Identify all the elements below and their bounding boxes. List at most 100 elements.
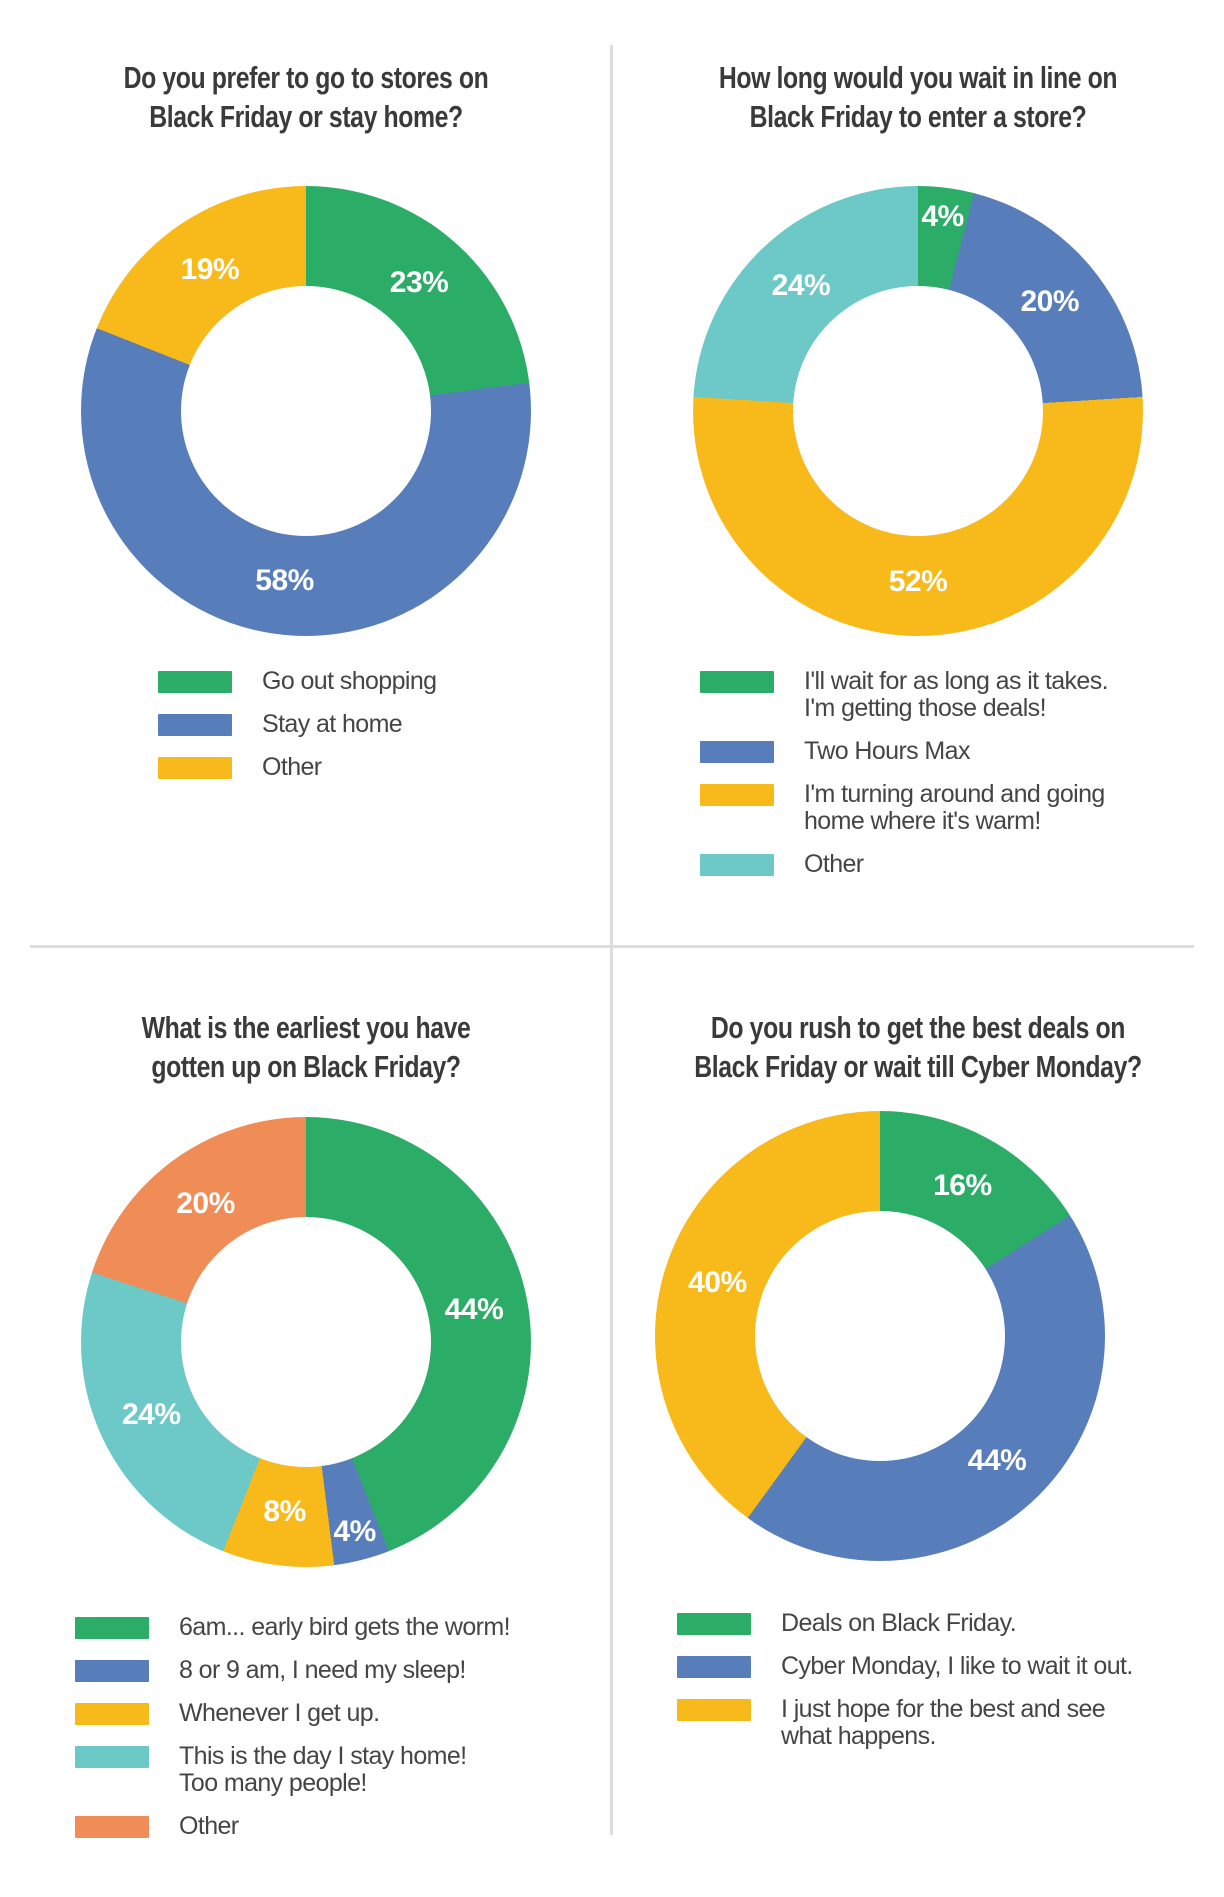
legend-label-line: Whenever I get up. — [179, 1699, 380, 1727]
legend-label: Go out shopping — [262, 667, 437, 695]
legend-swatch — [700, 784, 774, 806]
legend-label: Other — [179, 1813, 239, 1840]
chart-title-line: Black Friday or stay home? — [149, 99, 463, 134]
chart-title: How long would you wait in line on Black… — [673, 58, 1163, 136]
legend-item: Whenever I get up. — [75, 1700, 510, 1727]
legend-item: Stay at home — [158, 711, 436, 738]
slice-value-label: 52% — [888, 565, 948, 598]
slice-value-label: 4% — [333, 1514, 376, 1548]
slice-value-label: 23% — [389, 265, 449, 299]
donut-chart: 23% 58% 19% — [81, 186, 531, 636]
legend-item: Other — [158, 754, 436, 781]
slice-value-label: 19% — [180, 252, 240, 286]
chart-title-line: How long would you wait in line on — [718, 60, 1118, 95]
legend-swatch — [75, 1816, 149, 1838]
donut-chart: 16% 44% 40% — [655, 1111, 1105, 1561]
slice-value-label: 24% — [121, 1397, 181, 1431]
chart-section-wait-in-line: How long would you wait in line on Black… — [612, 0, 1224, 946]
chart-title-line: gotten up on Black Friday? — [151, 1049, 461, 1084]
donut-chart: 44% 4% 8% 24% 20% — [81, 1117, 531, 1567]
chart-title-line: Do you rush to get the best deals on — [710, 1010, 1126, 1045]
legend-item: I'll wait for as long as it takes. I'm ge… — [700, 667, 1109, 722]
legend-item: Two Hours Max — [700, 738, 1108, 765]
donut-chart: 4% 20% 52% 24% — [693, 186, 1143, 636]
legend-label-line: 6am... early bird gets the worm! — [179, 1613, 511, 1641]
legend-swatch — [700, 741, 774, 763]
legend-label-line: Deals on Black Friday. — [781, 1609, 1017, 1637]
legend-item: Deals on Black Friday. — [677, 1610, 1133, 1637]
chart-section-earliest-up: What is the earliest you have gotten up … — [0, 946, 612, 1897]
legend-label-line: Other — [262, 753, 322, 781]
legend-item: 6am... early bird gets the worm! — [75, 1613, 511, 1641]
slice-value-label: 24% — [771, 269, 831, 303]
slice-value-label: 58% — [255, 563, 314, 597]
legend-item: This is the day I stay home! Too many peo… — [75, 1743, 510, 1797]
legend-label-line: 8 or 9 am, I need my sleep! — [179, 1656, 466, 1684]
slice-value-label: 40% — [688, 1266, 747, 1300]
legend-label: Two Hours Max — [804, 738, 970, 765]
legend-swatch — [75, 1746, 149, 1768]
legend-swatch — [158, 714, 232, 736]
legend-label: Stay at home — [262, 710, 403, 738]
chart-legend: Go out shopping Stay at home Other — [158, 667, 437, 797]
legend-swatch — [158, 671, 232, 693]
legend-label: I just hope for the best and see what hap… — [781, 1695, 1106, 1750]
legend-item: Cyber Monday, I like to wait it out. — [677, 1653, 1133, 1680]
legend-swatch — [75, 1617, 149, 1639]
legend-swatch — [700, 854, 774, 876]
slice-value-label: 4% — [921, 199, 964, 233]
legend-label: Other — [804, 851, 864, 878]
legend-label-line: Too many people! — [179, 1769, 367, 1797]
legend-label: Other — [262, 754, 322, 781]
chart-title-line: Do you prefer to go to stores on — [123, 60, 489, 95]
donut-hole — [181, 1217, 431, 1467]
legend-label-line: I just hope for the best and see — [781, 1695, 1106, 1723]
chart-title: Do you prefer to go to stores on Black F… — [61, 58, 551, 136]
slice-value-label: 8% — [263, 1494, 306, 1528]
chart-legend: 6am... early bird gets the worm! 8 or 9 a… — [75, 1613, 511, 1856]
legend-label-line: Stay at home — [262, 710, 403, 738]
legend-item: Other — [75, 1813, 510, 1840]
chart-title-line: Black Friday or wait till Cyber Monday? — [694, 1049, 1142, 1084]
legend-label: This is the day I stay home! Too many peo… — [179, 1743, 467, 1797]
legend-item: I just hope for the best and see what hap… — [677, 1696, 1133, 1750]
slice-value-label: 44% — [967, 1443, 1027, 1477]
legend-label-line: This is the day I stay home! — [179, 1742, 467, 1770]
slice-value-label: 44% — [444, 1292, 504, 1326]
legend-label-line: Other — [179, 1812, 239, 1840]
legend-label: Whenever I get up. — [179, 1699, 380, 1727]
chart-title: Do you rush to get the best deals on Bla… — [673, 1008, 1163, 1086]
chart-legend: Deals on Black Friday. Cyber Monday, I li… — [677, 1610, 1133, 1766]
slice-value-label: 20% — [1020, 285, 1080, 318]
chart-legend: I'll wait for as long as it takes. I'm ge… — [700, 667, 1109, 894]
legend-item: 8 or 9 am, I need my sleep! — [75, 1657, 510, 1684]
chart-title-line: Black Friday to enter a store? — [749, 99, 1087, 134]
donut-hole — [755, 1211, 1005, 1461]
legend-label-line: I'm getting those deals! — [804, 694, 1047, 722]
legend-swatch — [700, 671, 774, 693]
legend-swatch — [75, 1703, 149, 1725]
legend-swatch — [677, 1656, 751, 1678]
chart-section-rush-or-wait: Do you rush to get the best deals on Bla… — [612, 946, 1224, 1897]
legend-label: 6am... early bird gets the worm! — [179, 1613, 511, 1641]
legend-label-line: what happens. — [781, 1722, 936, 1750]
legend-label: I'm turning around and going home where i… — [804, 781, 1105, 835]
legend-label: I'll wait for as long as it takes. I'm ge… — [804, 667, 1109, 722]
legend-item: Go out shopping — [158, 667, 437, 695]
donut-hole — [793, 286, 1043, 536]
legend-label-line: Cyber Monday, I like to wait it out. — [781, 1652, 1133, 1680]
legend-label: 8 or 9 am, I need my sleep! — [179, 1657, 466, 1684]
legend-swatch — [158, 757, 232, 779]
legend-label-line: I'm turning around and going — [804, 780, 1105, 808]
legend-label-line: I'll wait for as long as it takes. — [804, 667, 1109, 695]
slice-value-label: 20% — [176, 1186, 235, 1220]
legend-swatch — [75, 1660, 149, 1682]
chart-title: What is the earliest you have gotten up … — [61, 1008, 551, 1086]
donut-hole — [181, 286, 431, 536]
legend-item: I'm turning around and going home where i… — [700, 781, 1108, 835]
vertical-divider — [610, 45, 613, 1835]
legend-label-line: Two Hours Max — [804, 737, 970, 765]
legend-swatch — [677, 1699, 751, 1721]
legend-label-line: Go out shopping — [262, 667, 437, 695]
legend-item: Other — [700, 851, 1108, 878]
